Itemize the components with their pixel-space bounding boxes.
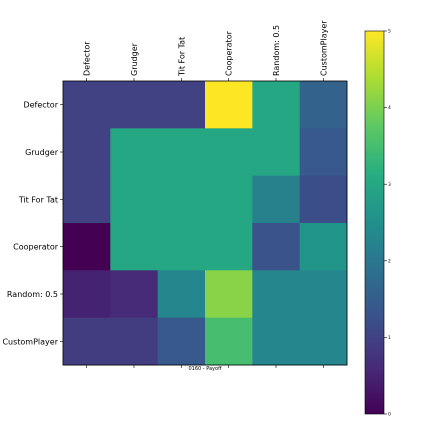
column-label: CustomPlayer bbox=[319, 20, 328, 76]
heatmap-cell bbox=[110, 175, 159, 224]
heatmap-cell bbox=[63, 81, 111, 129]
x-axis-label: 0160 - Payoff bbox=[188, 366, 222, 372]
heatmap-cell bbox=[299, 317, 348, 366]
row-label: Cooperator bbox=[13, 243, 59, 252]
row-label: Defector bbox=[23, 101, 58, 110]
column-label: Grudger bbox=[130, 42, 139, 76]
colorbar-tick-label: 0 bbox=[388, 412, 391, 418]
colorbar-ticks: 0 1 2 3 4 5 bbox=[384, 29, 391, 418]
heatmap-cell bbox=[110, 81, 159, 129]
column-label: Tit For Tat bbox=[177, 37, 186, 77]
heatmap-cell bbox=[157, 270, 206, 319]
heatmap-cell bbox=[63, 175, 111, 224]
heatmap-cell bbox=[157, 81, 206, 129]
heatmap-cell bbox=[63, 128, 111, 177]
heatmap-cell bbox=[157, 317, 206, 366]
heatmap-cell bbox=[205, 81, 253, 129]
heatmap-cell bbox=[252, 270, 301, 319]
heatmap-cell bbox=[63, 270, 111, 319]
heatmap-cell bbox=[63, 317, 111, 366]
heatmap-cell bbox=[205, 270, 253, 319]
row-labels: Defector Grudger Tit For Tat Cooperator Rand… bbox=[2, 101, 58, 347]
heatmap-cell bbox=[205, 317, 253, 366]
colorbar-tick-label: 5 bbox=[388, 29, 391, 35]
heatmap-cell bbox=[252, 175, 301, 224]
heatmap-cell bbox=[63, 223, 111, 271]
column-label: Random: 0.5 bbox=[272, 25, 281, 76]
heatmap-cell bbox=[299, 175, 348, 224]
heatmap-cells bbox=[63, 81, 348, 366]
heatmap-cell bbox=[299, 270, 348, 319]
heatmap-cell bbox=[252, 81, 301, 129]
heatmap-cell bbox=[299, 223, 348, 271]
heatmap-cell bbox=[205, 128, 253, 177]
heatmap-cell bbox=[110, 317, 159, 366]
column-label: Cooperator bbox=[225, 30, 234, 76]
heatmap-cell bbox=[299, 128, 348, 177]
heatmap-cell bbox=[157, 175, 206, 224]
heatmap-cell bbox=[157, 223, 206, 271]
column-label: Defector bbox=[83, 41, 92, 76]
heatmap-cell bbox=[252, 317, 301, 366]
heatmap-cell bbox=[110, 270, 159, 319]
plot-frame bbox=[62, 80, 348, 366]
colorbar-tick-label: 1 bbox=[388, 335, 391, 341]
row-label: Random: 0.5 bbox=[7, 290, 58, 299]
colorbar bbox=[364, 30, 385, 415]
heatmap-cell bbox=[110, 223, 159, 271]
axis-ticks bbox=[60, 78, 324, 368]
row-label: CustomPlayer bbox=[2, 337, 58, 346]
heatmap-cell bbox=[299, 81, 348, 129]
heatmap-cell bbox=[205, 175, 253, 224]
colorbar-tick-label: 3 bbox=[388, 182, 391, 188]
heatmap-cell bbox=[252, 223, 301, 271]
heatmap-cell bbox=[110, 128, 159, 177]
column-labels: Defector Grudger Tit For Tat Cooperator Rand… bbox=[83, 20, 329, 77]
heatmap-cell bbox=[157, 128, 206, 177]
row-label: Tit For Tat bbox=[18, 195, 58, 204]
heatmap-cell bbox=[205, 223, 253, 271]
heatmap-cell bbox=[252, 128, 301, 177]
row-label: Grudger bbox=[25, 148, 59, 157]
colorbar-tick-label: 2 bbox=[388, 258, 391, 264]
colorbar-tick-label: 4 bbox=[388, 105, 391, 111]
